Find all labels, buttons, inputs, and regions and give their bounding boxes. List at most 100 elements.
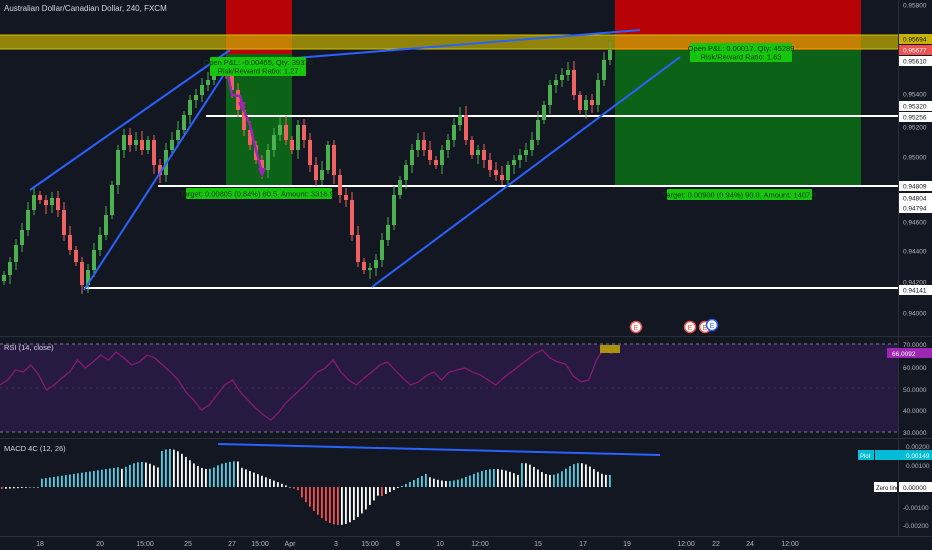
candle-body xyxy=(488,160,492,170)
candle-body xyxy=(362,262,366,270)
macd-bar xyxy=(409,482,411,487)
candle-body xyxy=(398,180,402,195)
candle-body xyxy=(14,245,18,262)
candle-body xyxy=(512,160,516,165)
candle-body xyxy=(92,250,96,270)
rsi-tick: 50.0000 xyxy=(903,387,927,394)
candle-body xyxy=(20,230,24,245)
rsi-axis[interactable]: 70.0000 66.0092 60.0000 50.0000 40.0000 … xyxy=(887,342,932,437)
macd-bar xyxy=(345,487,347,524)
macd-bar xyxy=(173,449,175,487)
candle-body xyxy=(110,185,114,215)
position-1-target-label: Target: 0.00805 (0.84%) 80.5, Amount: 33… xyxy=(180,190,338,199)
macd-divergence-trendline[interactable] xyxy=(217,443,661,456)
macd-tick: 0.00100 xyxy=(906,463,930,470)
candle-body xyxy=(368,268,372,270)
macd-bar xyxy=(509,471,511,487)
time-tick: 15 xyxy=(534,541,542,548)
candle-body xyxy=(536,120,540,140)
macd-bar xyxy=(153,465,155,487)
resistance-zone[interactable] xyxy=(0,35,898,49)
trendline-upper-left[interactable] xyxy=(29,49,231,191)
candle-body xyxy=(296,125,300,150)
rsi-pane[interactable] xyxy=(0,343,898,433)
macd-bar xyxy=(61,475,63,487)
trendline-lower-left[interactable] xyxy=(83,61,233,291)
macd-bar xyxy=(365,487,367,510)
macd-tick: -0.00100 xyxy=(903,505,929,512)
candle-body xyxy=(86,270,90,285)
macd-pane[interactable] xyxy=(1,443,661,525)
rsi-highlight[interactable] xyxy=(600,345,620,353)
candle-body xyxy=(320,170,324,180)
candle-body xyxy=(314,165,318,180)
macd-bar xyxy=(213,467,215,487)
macd-histogram[interactable] xyxy=(1,449,611,525)
candle-body xyxy=(26,210,30,230)
macd-bar xyxy=(33,487,35,488)
price-pane[interactable]: Open P&L: -0.00465, Qty: 39370 Risk/Rewa… xyxy=(0,0,898,334)
position-2-target-zone[interactable] xyxy=(615,50,861,187)
macd-bar xyxy=(89,471,91,487)
macd-bar xyxy=(217,465,219,487)
macd-bar xyxy=(317,487,319,515)
macd-bar xyxy=(329,487,331,523)
position-1-pnl-box[interactable]: Open P&L: -0.00465, Qty: 39370 Risk/Rewa… xyxy=(203,57,313,76)
candle-body xyxy=(74,250,78,262)
projection-arrow[interactable] xyxy=(241,107,264,173)
position-1-target-box[interactable]: Target: 0.00805 (0.84%) 80.5, Amount: 33… xyxy=(180,188,338,199)
price-axis[interactable]: 0.95800 0.95694 0.95677 0.95610 0.95400 0.953… xyxy=(899,3,932,318)
macd-bar xyxy=(125,466,127,487)
macd-bar xyxy=(593,469,595,487)
macd-bar xyxy=(225,462,227,487)
time-axis[interactable]: 18 20 15:00 25 27 15:00 Apr 3 15:00 8 10 12:00 15 17 1… xyxy=(36,541,799,548)
rsi-line[interactable] xyxy=(0,347,613,421)
macd-bar xyxy=(233,461,235,487)
macd-value: 0.00149 xyxy=(906,453,930,460)
candle-body xyxy=(344,195,348,200)
candle-body xyxy=(302,125,306,140)
macd-axis[interactable]: 0.00200 Plot 0.00149 0.00100 Zero line 0… xyxy=(858,444,932,530)
macd-bar xyxy=(433,478,435,487)
event-marker[interactable]: E xyxy=(629,320,643,334)
macd-bar xyxy=(205,468,207,487)
event-marker[interactable]: E xyxy=(683,320,697,334)
candle-body xyxy=(566,70,570,75)
candle-body xyxy=(194,95,198,100)
candle-body xyxy=(446,140,450,150)
price-tick: 0.95800 xyxy=(903,3,927,10)
macd-bar xyxy=(357,487,359,517)
candle-body xyxy=(572,70,576,95)
macd-bar xyxy=(17,487,19,489)
time-tick: 10 xyxy=(436,541,444,548)
macd-bar xyxy=(129,464,131,487)
position-2-pnl-box[interactable]: Open P&L: 0.00017, Qty: 45289 Risk/Rewar… xyxy=(688,43,795,62)
macd-bar xyxy=(369,487,371,506)
event-marker[interactable]: E xyxy=(705,318,719,332)
macd-bar xyxy=(117,467,119,487)
price-tick: 0.95610 xyxy=(903,59,927,66)
candlestick-series[interactable] xyxy=(2,41,612,294)
rsi-band xyxy=(0,344,898,432)
macd-bar xyxy=(109,468,111,487)
candle-body xyxy=(392,195,396,225)
event-markers[interactable]: E E E E xyxy=(629,318,719,334)
macd-bar xyxy=(473,473,475,487)
macd-tick: -0.00200 xyxy=(903,523,929,530)
macd-bar xyxy=(341,487,343,525)
macd-tick: 0.00200 xyxy=(906,444,930,451)
macd-bar xyxy=(349,487,351,523)
candle-body xyxy=(200,85,204,95)
price-badge xyxy=(899,203,932,213)
price-tick: 0.94200 xyxy=(903,280,927,287)
candle-body xyxy=(470,140,474,155)
time-tick: 20 xyxy=(96,541,104,548)
macd-bar xyxy=(185,456,187,487)
candle-body xyxy=(548,85,552,105)
trendline-lower-right[interactable] xyxy=(371,56,681,288)
macd-bar xyxy=(101,469,103,487)
position-2-target-box[interactable]: Target: 0.00900 (0.94%) 90.0, Amount: 14… xyxy=(663,189,817,200)
price-tick: 0.94809 xyxy=(903,184,927,191)
macd-bar xyxy=(309,487,311,507)
